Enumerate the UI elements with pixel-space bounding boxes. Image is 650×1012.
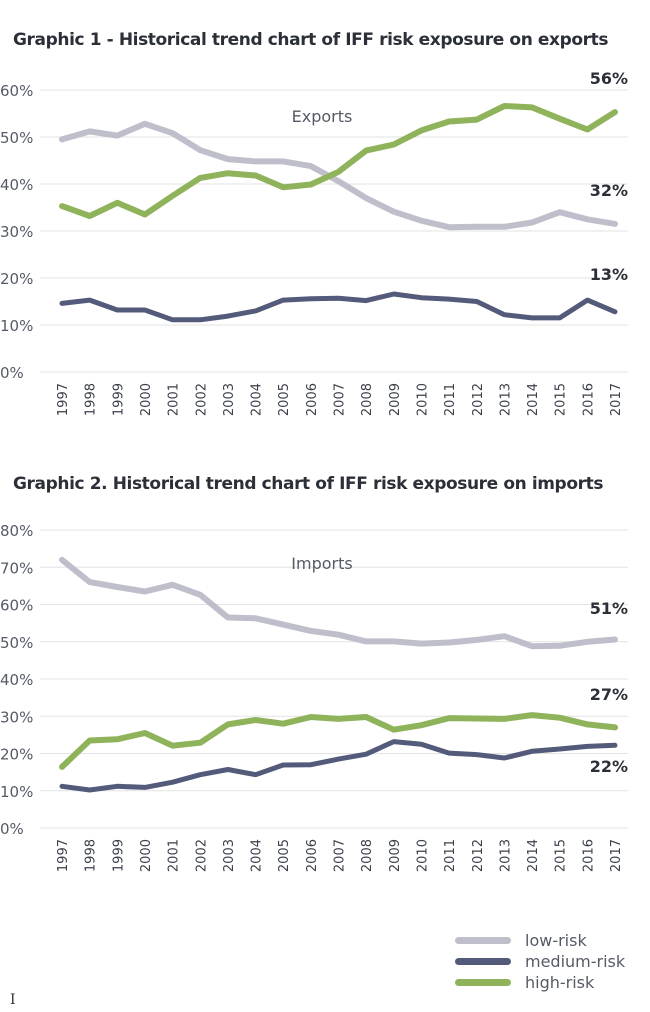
x-tick-label: 2014 [526,383,541,416]
y-tick-label: 10% [0,783,33,801]
y-tick-label: 50% [0,634,33,652]
x-tick-label: 2017 [609,383,624,416]
x-tick-label: 2003 [222,383,237,416]
x-tick-label: 2000 [139,839,154,872]
x-tick-label: 2016 [581,839,596,872]
end-label-high-risk: 27% [590,685,628,704]
x-tick-label: 2005 [277,383,292,416]
x-tick-label: 1997 [56,839,71,872]
legend-swatch-medium-risk [455,958,511,965]
legend-label-low-risk: low-risk [525,931,587,950]
end-label-medium-risk: 22% [590,757,628,776]
x-tick-label: 2008 [360,839,375,872]
legend: low-risk medium-risk high-risk [455,930,625,993]
exports-chart: 0% 10% 20% 30% 40% 50% 60% 1997 1998 1999 2000 2001… [0,69,628,416]
x-tick-label: 2001 [167,383,182,416]
y-tick-label: 30% [0,708,33,726]
y-tick-label: 10% [0,317,33,335]
y-tick-label: 40% [0,671,33,689]
end-label-low-risk: 32% [590,181,628,200]
x-tick-label: 1999 [111,383,126,416]
y-tick-label: 70% [0,559,33,577]
legend-label-high-risk: high-risk [525,973,595,992]
x-tick-label: 2016 [581,383,596,416]
x-tick-label: 1997 [56,383,71,416]
chart-annotation: Imports [291,554,352,573]
x-tick-label: 2012 [471,383,486,416]
x-tick-label: 2005 [277,839,292,872]
page-mark: I [10,992,16,1008]
y-tick-label: 60% [0,82,33,100]
x-tick-label: 2010 [415,383,430,416]
x-tick-label: 2004 [250,383,265,416]
chart-2-title: Graphic 2. Historical trend chart of IFF… [13,474,604,494]
legend-item-low-risk: low-risk [455,930,625,951]
x-tick-label: 2009 [388,839,403,872]
y-tick-label: 30% [0,223,33,241]
x-tick-label: 2011 [443,839,458,872]
x-tick-label: 1999 [111,839,126,872]
legend-swatch-low-risk [455,937,511,944]
legend-item-high-risk: high-risk [455,972,625,993]
imports-chart: 0% 10% 20% 30% 40% 50% 60% 70% 80% 1997 1998 1999 20… [0,522,628,872]
y-tick-label: 20% [0,746,33,764]
legend-label-medium-risk: medium-risk [525,952,626,971]
x-tick-label: 2009 [388,383,403,416]
y-tick-label: 60% [0,597,33,615]
x-tick-label: 2015 [554,383,569,416]
x-tick-label: 2011 [443,383,458,416]
y-tick-label: 40% [0,176,33,194]
x-tick-label: 2007 [333,383,348,416]
end-label-high-risk: 56% [590,69,628,88]
x-tick-label: 2012 [471,839,486,872]
x-tick-label: 2003 [222,839,237,872]
y-tick-label: 0% [0,820,24,838]
x-tick-label: 2017 [609,839,624,872]
end-label-medium-risk: 13% [590,265,628,284]
x-tick-label: 2015 [554,839,569,872]
x-tick-label: 2013 [498,383,513,416]
x-tick-label: 2002 [194,839,209,872]
x-tick-label: 2001 [167,839,182,872]
x-tick-label: 1998 [84,839,99,872]
y-tick-label: 80% [0,522,33,540]
x-tick-label: 2000 [139,383,154,416]
x-tick-label: 2006 [305,383,320,416]
x-tick-label: 2007 [333,839,348,872]
legend-swatch-high-risk [455,979,511,986]
chart-1-title: Graphic 1 - Historical trend chart of IF… [13,30,609,50]
x-tick-label: 1998 [84,383,99,416]
x-tick-label: 2008 [360,383,375,416]
x-tick-label: 2010 [415,839,430,872]
chart-annotation: Exports [292,107,353,126]
series-line-medium-risk [59,739,618,793]
x-tick-label: 2004 [250,839,265,872]
x-tick-label: 2014 [526,839,541,872]
y-tick-label: 50% [0,129,33,147]
y-tick-label: 0% [0,364,24,382]
end-label-low-risk: 51% [590,599,628,618]
x-tick-label: 2002 [194,383,209,416]
x-tick-label: 2006 [305,839,320,872]
x-tick-label: 2013 [498,839,513,872]
y-tick-label: 20% [0,270,33,288]
legend-item-medium-risk: medium-risk [455,951,625,972]
